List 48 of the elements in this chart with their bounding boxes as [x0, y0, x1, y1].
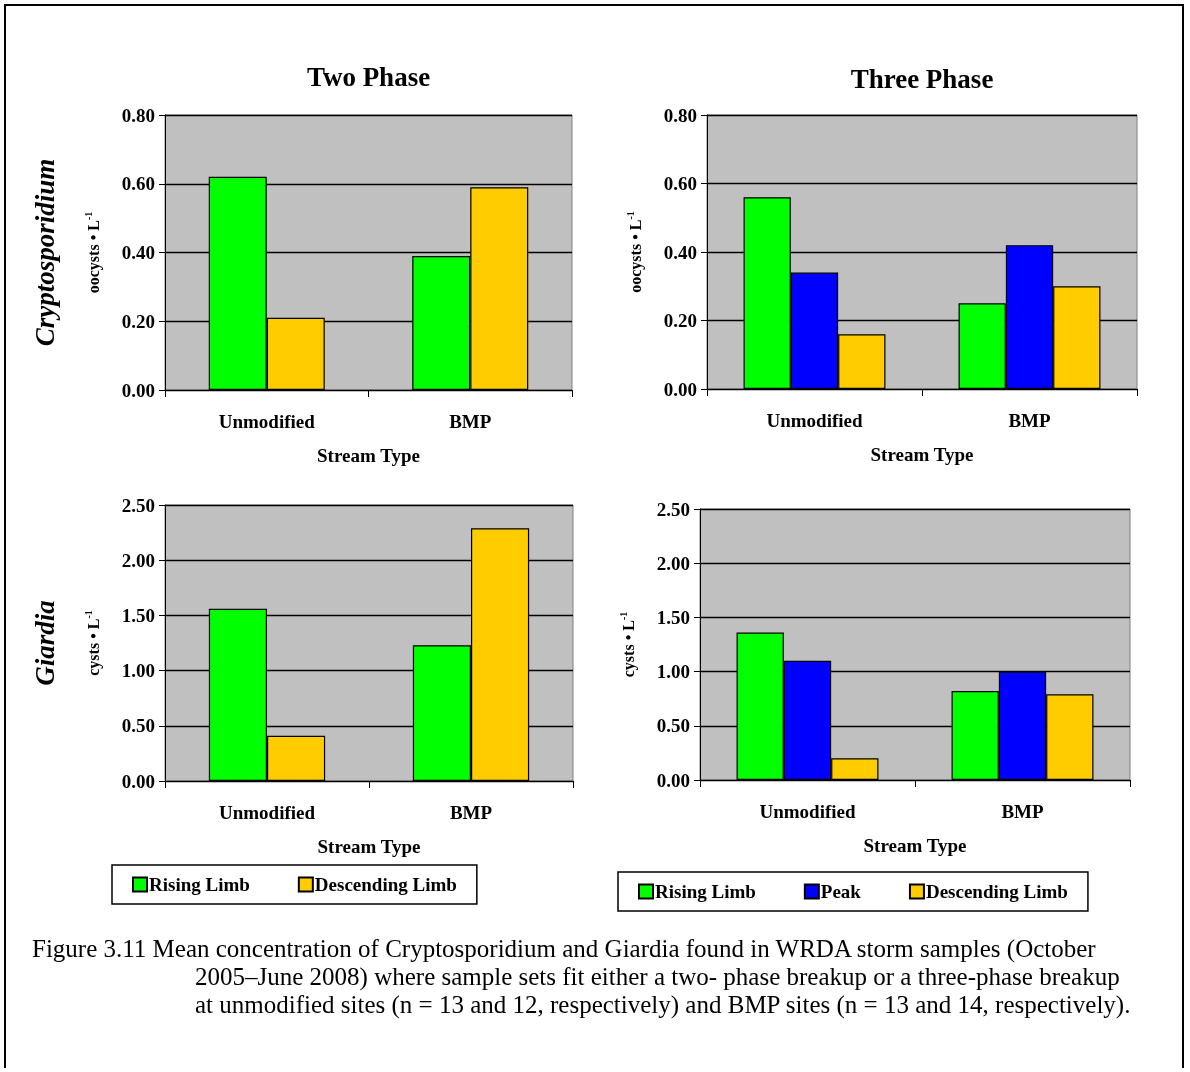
x-tick-label: Unmodified	[766, 410, 863, 431]
x-axis-title: Stream Type	[317, 836, 421, 857]
y-tick-label: 0.20	[121, 310, 155, 332]
y-tick-label: 0.50	[656, 715, 690, 737]
legend-label: Peak	[820, 881, 862, 902]
y-tick-label: 1.50	[121, 604, 155, 626]
text: Cryptosporidium	[30, 158, 60, 347]
y-tick-label: 2.50	[121, 494, 155, 516]
y-tick-label: 2.00	[656, 552, 690, 574]
x-tick-label: BMP	[449, 411, 492, 432]
y-tick-label: 0.80	[663, 104, 697, 126]
y-tick-label: 0.20	[663, 310, 697, 331]
x-tick-label: Unmodified	[759, 801, 856, 822]
x-tick-label: BMP	[449, 802, 493, 823]
y-tick-label: 0.40	[121, 242, 155, 263]
legend-label: Rising Limb	[149, 874, 250, 895]
chart-title: Two Phase	[306, 61, 431, 92]
y-axis-title: oocysts • L-1	[82, 211, 103, 294]
caption: Figure 3.11 Mean concentration of Cryptosporidium and Giardia found in WRDA storm samples (October 2005–June 2008) where sample sets fit either a two- phase breakup or a three-phase breakup at unmodified sites (n = 13 and 12, respectively) and BMP sites (n = 13 and 14, respectively).	[32, 935, 1132, 1019]
y-tick-label: 0.00	[121, 379, 155, 401]
x-tick-label: BMP	[1001, 801, 1044, 822]
x-axis-title: Stream Type	[317, 445, 420, 466]
y-tick-label: 1.50	[656, 606, 690, 628]
legend-label: Descending Limb	[314, 874, 457, 895]
x-axis-title: Stream Type	[863, 835, 967, 856]
y-axis-title: cysts • L-1	[617, 611, 638, 678]
y-tick-label: 0.00	[121, 770, 155, 792]
y-axis-title: oocysts • L-1	[624, 211, 645, 293]
y-tick-label: 2.00	[121, 549, 155, 571]
x-axis-title: Stream Type	[870, 444, 974, 465]
y-tick-label: 0.00	[663, 378, 697, 400]
chart-title: Three Phase	[850, 63, 994, 94]
y-tick-label: 1.00	[656, 661, 690, 683]
y-axis-title: cysts • L-1	[82, 610, 103, 676]
legend-label: Descending Limb	[925, 881, 1068, 902]
y-tick-label: 0.60	[121, 173, 155, 195]
x-tick-label: Unmodified	[218, 411, 316, 432]
y-tick-label: 0.00	[656, 769, 690, 791]
y-tick-label: 1.00	[121, 660, 155, 682]
y-tick-label: 0.80	[121, 104, 155, 126]
text: Giardia	[30, 600, 60, 686]
legend-label: Rising Limb	[655, 881, 756, 902]
y-tick-label: 0.40	[663, 241, 697, 263]
y-tick-label: 2.50	[656, 498, 690, 520]
x-tick-label: BMP	[1008, 410, 1051, 431]
y-tick-label: 0.60	[663, 173, 697, 194]
y-tick-label: 0.50	[121, 715, 155, 737]
x-tick-label: Unmodified	[218, 802, 316, 823]
